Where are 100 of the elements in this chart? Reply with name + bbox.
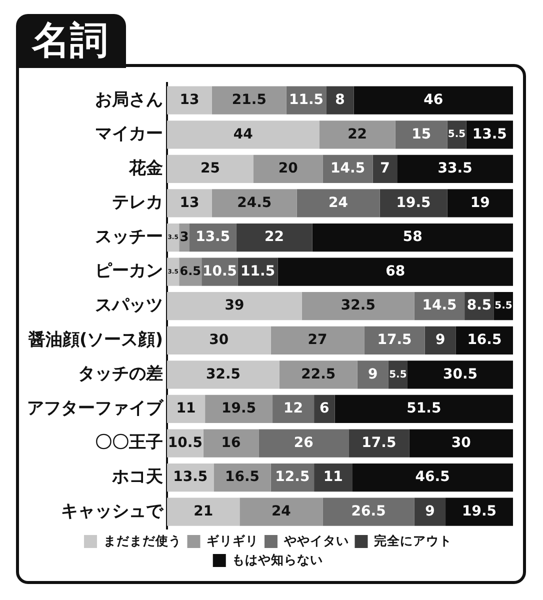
y-tick-label: スパッツ xyxy=(95,296,163,316)
bar xyxy=(322,498,414,526)
data-label: 17.5 xyxy=(377,332,412,348)
data-label: 11.5 xyxy=(240,263,276,280)
data-label: 16 xyxy=(221,434,241,451)
data-label: 17.5 xyxy=(362,434,396,451)
bar xyxy=(167,189,212,218)
data-label: 10.5 xyxy=(202,263,238,280)
data-label: 26 xyxy=(294,434,314,451)
y-tick-label: マイカー xyxy=(95,124,163,144)
bar xyxy=(354,86,513,114)
bar xyxy=(302,292,414,320)
data-label: 6.5 xyxy=(180,264,201,278)
bar xyxy=(352,464,513,492)
data-label: 11 xyxy=(323,469,343,486)
data-label: 24 xyxy=(271,503,292,520)
data-label: 21 xyxy=(194,503,214,520)
data-label: 11 xyxy=(176,400,196,417)
bar xyxy=(167,154,254,183)
legend-label: まだまだ使う xyxy=(103,532,182,548)
legend-label: 完全にアウト xyxy=(374,532,452,548)
data-label: 68 xyxy=(386,263,406,280)
bar xyxy=(270,326,364,354)
bar xyxy=(380,189,448,218)
data-label: 30 xyxy=(209,332,229,348)
bar xyxy=(414,498,446,526)
bar xyxy=(395,120,448,149)
data-label: 13 xyxy=(180,194,200,211)
bar xyxy=(424,326,456,354)
data-label: 32.5 xyxy=(340,298,376,314)
data-label: 7 xyxy=(380,160,390,177)
data-label: 14.5 xyxy=(330,160,366,177)
data-label: 27 xyxy=(308,332,328,348)
bar xyxy=(397,154,513,183)
data-label: 24 xyxy=(328,194,348,211)
data-label: 19.5 xyxy=(396,194,431,211)
bar xyxy=(167,258,180,286)
data-label: 22 xyxy=(348,126,368,142)
legend-label: ギリギリ xyxy=(206,532,258,548)
y-tick-label: アフターファイブ xyxy=(27,398,164,418)
bar xyxy=(258,429,349,458)
bar xyxy=(407,360,513,389)
bar xyxy=(319,120,396,149)
bar xyxy=(212,189,297,218)
data-label: 16.5 xyxy=(467,332,502,348)
bar xyxy=(409,429,513,458)
data-label: 5.5 xyxy=(448,129,466,140)
data-label: 3 xyxy=(180,230,189,245)
bar xyxy=(357,360,388,389)
bar xyxy=(203,429,259,458)
bar xyxy=(279,360,358,389)
data-label: 9 xyxy=(368,366,378,382)
bar xyxy=(446,498,513,526)
bar xyxy=(254,154,323,183)
data-label: 51.5 xyxy=(406,400,442,417)
data-label: 32.5 xyxy=(206,366,240,382)
bar xyxy=(334,394,513,424)
bar xyxy=(236,223,312,252)
data-label: 22 xyxy=(264,229,284,246)
bar xyxy=(314,464,352,492)
data-label: 30.5 xyxy=(442,366,478,382)
bar xyxy=(167,120,320,149)
data-label: 39 xyxy=(224,298,244,314)
data-label: 30 xyxy=(451,434,472,451)
bar xyxy=(364,326,425,354)
bar xyxy=(167,86,212,114)
data-label: 25 xyxy=(200,160,220,177)
data-label: 8.5 xyxy=(466,298,492,314)
data-label: 13.5 xyxy=(173,469,208,486)
bar xyxy=(167,394,206,424)
bar xyxy=(212,86,286,114)
bar xyxy=(272,394,314,424)
data-label: 19.5 xyxy=(222,400,256,417)
y-tick-label: スッチー xyxy=(95,226,163,247)
data-label: 13 xyxy=(180,92,200,108)
y-tick-label: 花金 xyxy=(128,158,163,178)
data-label: 9 xyxy=(435,332,446,348)
bar xyxy=(326,86,354,114)
data-label: 5.5 xyxy=(389,369,407,380)
data-label: 19.5 xyxy=(462,503,497,520)
data-label: 26.5 xyxy=(351,503,386,520)
data-label: 6 xyxy=(320,400,330,417)
data-label: 58 xyxy=(402,229,422,246)
data-label: 46.5 xyxy=(415,469,450,486)
y-tick-label: キャッシュで xyxy=(61,501,164,522)
bar xyxy=(167,360,280,389)
y-tick-label: 〇〇王子 xyxy=(95,432,163,453)
data-label: 10.5 xyxy=(168,434,202,451)
data-label: 11.5 xyxy=(288,92,324,108)
bar xyxy=(372,154,398,183)
bar xyxy=(278,258,513,286)
chart-title: 名詞 xyxy=(16,14,126,68)
bar xyxy=(205,394,273,424)
data-label: 20 xyxy=(278,160,298,177)
data-label: 12.5 xyxy=(275,469,310,486)
data-label: 12 xyxy=(284,400,304,417)
bar xyxy=(167,498,240,526)
bar xyxy=(167,326,271,354)
data-label: 21.5 xyxy=(232,92,266,108)
data-label: 24.5 xyxy=(237,194,272,211)
